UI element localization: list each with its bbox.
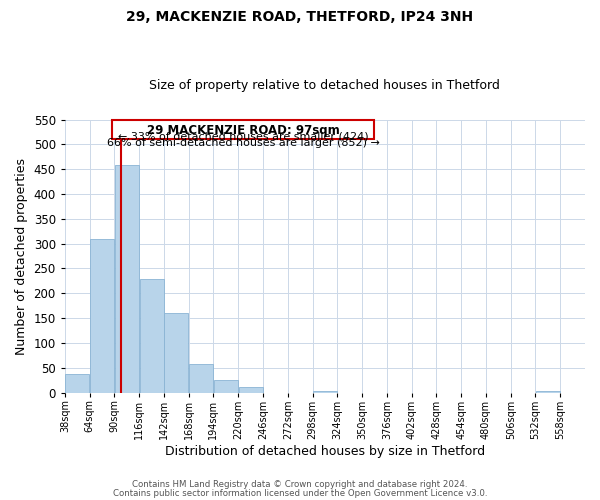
Bar <box>536 391 560 392</box>
Bar <box>313 391 337 392</box>
Bar <box>90 238 114 392</box>
Bar <box>112 120 374 140</box>
Bar <box>189 364 213 392</box>
Bar <box>214 380 238 392</box>
Bar <box>164 313 188 392</box>
Bar <box>115 165 139 392</box>
Title: Size of property relative to detached houses in Thetford: Size of property relative to detached ho… <box>149 79 500 92</box>
Bar <box>140 280 164 392</box>
Text: Contains public sector information licensed under the Open Government Licence v3: Contains public sector information licen… <box>113 488 487 498</box>
Bar <box>65 374 89 392</box>
Text: Contains HM Land Registry data © Crown copyright and database right 2024.: Contains HM Land Registry data © Crown c… <box>132 480 468 489</box>
Y-axis label: Number of detached properties: Number of detached properties <box>15 158 28 354</box>
Bar <box>239 386 263 392</box>
Text: 29, MACKENZIE ROAD, THETFORD, IP24 3NH: 29, MACKENZIE ROAD, THETFORD, IP24 3NH <box>127 10 473 24</box>
Text: 66% of semi-detached houses are larger (852) →: 66% of semi-detached houses are larger (… <box>107 138 379 148</box>
Text: ← 33% of detached houses are smaller (424): ← 33% of detached houses are smaller (42… <box>118 132 368 141</box>
X-axis label: Distribution of detached houses by size in Thetford: Distribution of detached houses by size … <box>165 444 485 458</box>
Text: 29 MACKENZIE ROAD: 97sqm: 29 MACKENZIE ROAD: 97sqm <box>146 124 340 136</box>
